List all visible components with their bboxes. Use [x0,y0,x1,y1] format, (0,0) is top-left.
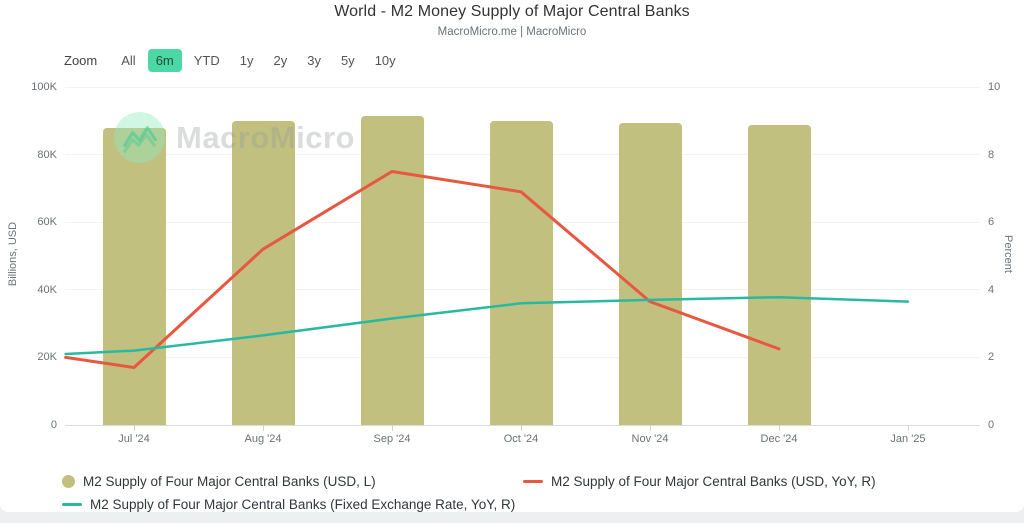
x-axis-label: Dec '24 [760,433,798,445]
range-button-2y[interactable]: 2y [265,49,295,72]
legend-label: M2 Supply of Four Major Central Banks (U… [83,473,376,489]
gridline [65,424,980,426]
right-axis-tick-label: 10 [988,81,1001,93]
x-axis-tick [262,425,264,431]
x-axis-tick [133,425,135,431]
range-button-ytd[interactable]: YTD [186,49,228,72]
bar-dec-24[interactable] [747,124,811,425]
range-button-10y[interactable]: 10y [367,49,404,72]
chart-subtitle: MacroMicro.me | MacroMicro [437,26,587,38]
range-button-all[interactable]: All [113,49,143,72]
range-button-6m[interactable]: 6m [147,49,182,72]
bar-oct-24[interactable] [489,120,553,425]
legend-item-m2-fx-yoy[interactable]: M2 Supply of Four Major Central Banks (F… [62,495,515,513]
teal-line-marker-icon [62,502,82,506]
range-button-1y[interactable]: 1y [232,49,262,72]
x-axis-label: Oct '24 [503,433,539,445]
left-axis-tick-label: 0 [50,419,57,431]
bar-series-marker-icon [62,474,75,488]
line-m2-fx-yoy-line [64,295,910,356]
right-axis-tick-label: 4 [988,283,995,296]
bar-sep-24[interactable] [360,116,424,425]
page-background-strip [0,512,1024,523]
range-button-3y[interactable]: 3y [299,49,329,72]
bar-jul-24[interactable] [102,128,166,425]
x-axis-label: Jan '25 [890,433,926,445]
chart-title: World - M2 Money Supply of Major Central… [334,3,690,20]
left-axis-tick-label: 40K [37,283,57,296]
bar-aug-24[interactable] [231,120,295,425]
right-axis-tick-label: 0 [988,419,995,431]
left-axis-tick-label: 20K [37,351,57,364]
x-axis-tick [391,425,393,431]
x-axis-tick [778,425,780,431]
x-axis-label: Jul '24 [118,433,150,445]
right-axis-tick-label: 2 [988,351,995,364]
left-axis-tick-label: 100K [31,81,57,93]
x-axis-label: Aug '24 [244,433,282,445]
legend-label: M2 Supply of Four Major Central Banks (F… [90,496,516,512]
zoom-label: Zoom [64,53,98,68]
bar-nov-24[interactable] [618,123,682,425]
range-button-5y[interactable]: 5y [333,49,363,72]
legend-label: M2 Supply of Four Major Central Banks (U… [551,473,876,489]
red-line-marker-icon [523,479,543,483]
x-axis-tick [520,425,522,431]
x-axis-label: Nov '24 [631,433,669,445]
range-buttons-group: All 6m YTD 1y 2y 3y 5y 10y [113,49,403,72]
line-m2-usd-yoy-line [64,170,781,369]
x-axis-tick [907,425,909,431]
legend-item-m2-usd-yoy[interactable]: M2 Supply of Four Major Central Banks (U… [523,472,876,490]
left-axis-tick-label: 60K [37,216,57,229]
legend-item-m2-usd-bars[interactable]: M2 Supply of Four Major Central Banks (U… [62,472,376,490]
x-axis-tick [649,425,651,431]
right-axis-tick-label: 6 [988,216,995,229]
chart-card: World - M2 Money Supply of Major Central… [0,0,1024,512]
zoom-range-toolbar: Zoom All 6m YTD 1y 2y 3y 5y 10y [60,49,404,72]
right-axis-tick-label: 8 [988,148,995,161]
gridline [65,86,980,88]
x-axis-label: Sep '24 [373,433,411,445]
chart-plot-area: 0 0 20K 2 40K 4 60K 6 80K 8 100K 10 Jul '24 Aug '24 Se… [31,81,1001,445]
left-axis-tick-label: 80K [37,148,57,161]
